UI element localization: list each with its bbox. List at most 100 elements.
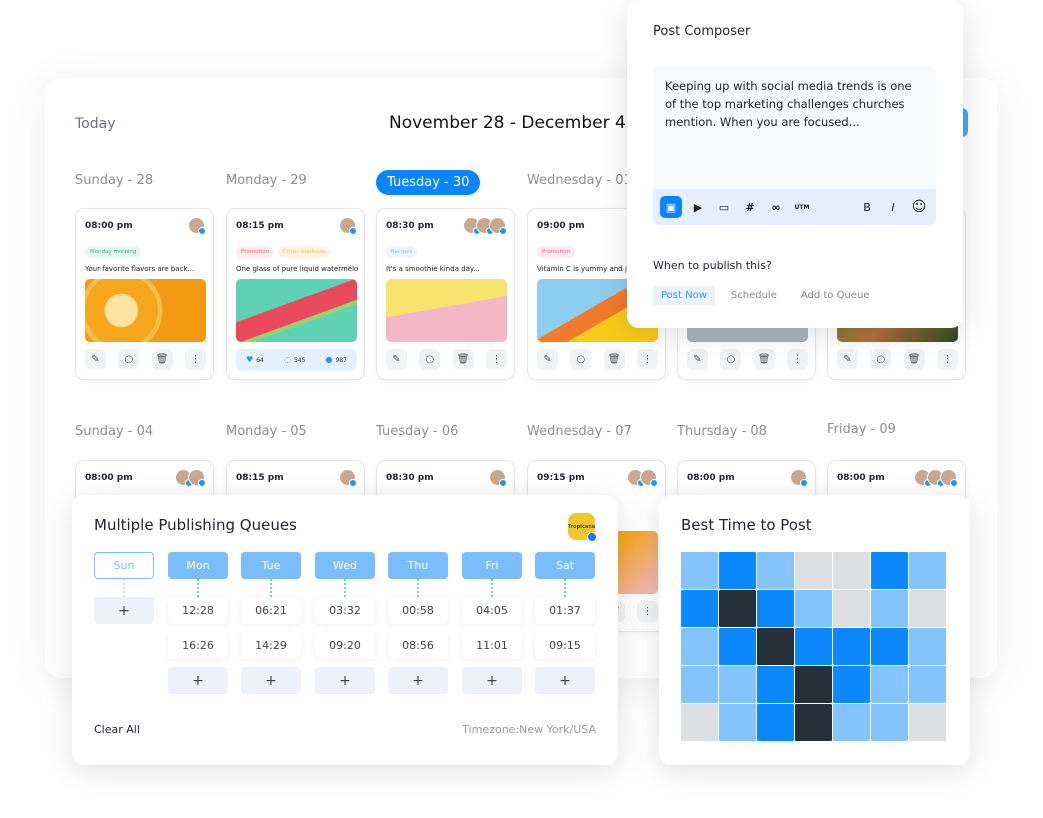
heatmap-cell[interactable] bbox=[681, 704, 718, 741]
heatmap-cell[interactable] bbox=[757, 666, 794, 703]
heatmap-cell[interactable] bbox=[909, 590, 946, 627]
queue-time-slot[interactable]: 16:26 bbox=[168, 632, 228, 659]
day-toggle[interactable]: Fri bbox=[462, 552, 522, 579]
queue-time-slot[interactable]: 11:01 bbox=[462, 632, 522, 659]
post-card[interactable]: 08:30 pm Recipes It's a smoothie kinda day… bbox=[376, 208, 515, 380]
heatmap-cell[interactable] bbox=[757, 590, 794, 627]
image-add-icon[interactable]: ▣ bbox=[660, 196, 682, 218]
hashtag-icon[interactable]: # bbox=[745, 200, 755, 214]
add-time-button[interactable]: + bbox=[315, 667, 375, 694]
heatmap-cell[interactable] bbox=[719, 552, 756, 589]
day-header[interactable]: Monday - 29 bbox=[226, 173, 307, 188]
comment-icon[interactable]: ○ bbox=[570, 349, 592, 370]
heatmap-cell[interactable] bbox=[871, 552, 908, 589]
heatmap-cell[interactable] bbox=[833, 590, 870, 627]
add-time-button[interactable]: + bbox=[168, 667, 228, 694]
comment-icon[interactable]: ○ bbox=[870, 349, 892, 370]
heatmap-cell[interactable] bbox=[795, 552, 832, 589]
italic-button[interactable]: I bbox=[891, 200, 895, 214]
post-now-option[interactable]: Post Now bbox=[653, 286, 715, 305]
heatmap-cell[interactable] bbox=[757, 628, 794, 665]
add-time-button[interactable]: + bbox=[94, 597, 154, 624]
trash-icon[interactable]: 🗑 bbox=[603, 349, 625, 370]
edit-icon[interactable]: ✎ bbox=[687, 349, 708, 370]
heatmap-cell[interactable] bbox=[795, 666, 832, 703]
heatmap-cell[interactable] bbox=[681, 590, 718, 627]
add-time-button[interactable]: + bbox=[241, 667, 301, 694]
heatmap-cell[interactable] bbox=[719, 628, 756, 665]
heatmap-cell[interactable] bbox=[757, 552, 794, 589]
queue-time-slot[interactable]: 00:58 bbox=[388, 597, 448, 624]
heatmap-cell[interactable] bbox=[795, 704, 832, 741]
trash-icon[interactable]: 🗑 bbox=[151, 349, 173, 370]
add-time-button[interactable]: + bbox=[388, 667, 448, 694]
day-toggle[interactable]: Sat bbox=[535, 552, 595, 579]
heatmap-cell[interactable] bbox=[681, 552, 718, 589]
queue-time-slot[interactable]: 14:29 bbox=[241, 632, 301, 659]
day-header[interactable]: Sunday - 28 bbox=[75, 173, 154, 188]
today-button[interactable]: Today bbox=[75, 116, 116, 132]
queue-time-slot[interactable]: 03:32 bbox=[315, 597, 375, 624]
heatmap-cell[interactable] bbox=[719, 704, 756, 741]
heatmap-cell[interactable] bbox=[871, 590, 908, 627]
day-toggle[interactable]: Mon bbox=[168, 552, 228, 579]
trash-icon[interactable]: 🗑 bbox=[753, 349, 775, 370]
heatmap-cell[interactable] bbox=[833, 704, 870, 741]
comment-icon[interactable]: ○ bbox=[419, 349, 441, 370]
utm-button[interactable]: UTM bbox=[794, 203, 810, 211]
trash-icon[interactable]: 🗑 bbox=[903, 349, 925, 370]
queue-time-slot[interactable]: 08:56 bbox=[388, 632, 448, 659]
day-toggle[interactable]: Tue bbox=[241, 552, 301, 579]
heatmap-cell[interactable] bbox=[757, 704, 794, 741]
day-toggle[interactable]: Thu bbox=[388, 552, 448, 579]
queue-time-slot[interactable]: 01:37 bbox=[535, 597, 595, 624]
edit-icon[interactable]: ✎ bbox=[837, 349, 858, 370]
heatmap-cell[interactable] bbox=[833, 666, 870, 703]
heatmap-cell[interactable] bbox=[909, 704, 946, 741]
edit-icon[interactable]: ✎ bbox=[85, 349, 106, 370]
bold-button[interactable]: B bbox=[863, 200, 871, 214]
post-text-input[interactable]: Keeping up with social media trends is o… bbox=[653, 66, 936, 225]
more-icon[interactable]: ⋮ bbox=[485, 349, 507, 370]
emoji-icon[interactable]: ☺ bbox=[911, 199, 927, 215]
more-icon[interactable]: ⋮ bbox=[936, 349, 958, 370]
heatmap-cell[interactable] bbox=[909, 628, 946, 665]
add-to-queue-option[interactable]: Add to Queue bbox=[800, 290, 870, 301]
folder-icon[interactable]: ▭ bbox=[718, 200, 730, 214]
edit-icon[interactable]: ✎ bbox=[537, 349, 558, 370]
comment-icon[interactable]: ○ bbox=[118, 349, 140, 370]
post-card[interactable]: 08:15 pm Promotion Citrus madness One glass… bbox=[226, 208, 365, 380]
heatmap-cell[interactable] bbox=[871, 666, 908, 703]
clear-all-button[interactable]: Clear All bbox=[94, 723, 140, 736]
more-icon[interactable]: ⋮ bbox=[636, 349, 658, 370]
heatmap-cell[interactable] bbox=[719, 590, 756, 627]
queue-time-slot[interactable]: 06:21 bbox=[241, 597, 301, 624]
heatmap-cell[interactable] bbox=[719, 666, 756, 703]
heatmap-cell[interactable] bbox=[909, 666, 946, 703]
heatmap-cell[interactable] bbox=[909, 552, 946, 589]
more-icon[interactable]: ⋮ bbox=[786, 349, 808, 370]
heatmap-cell[interactable] bbox=[833, 628, 870, 665]
post-card[interactable]: 08:00 pm Monday morning Your favorite flav… bbox=[75, 208, 214, 380]
video-icon[interactable]: ▶ bbox=[693, 200, 703, 214]
heatmap-cell[interactable] bbox=[681, 666, 718, 703]
more-icon[interactable]: ⋮ bbox=[636, 601, 658, 622]
queue-time-slot[interactable]: 04:05 bbox=[462, 597, 522, 624]
queue-time-slot[interactable]: 09:15 bbox=[535, 632, 595, 659]
day-header[interactable]: Monday - 05 bbox=[226, 424, 307, 439]
schedule-option[interactable]: Schedule bbox=[730, 290, 777, 301]
comment-icon[interactable]: ○ bbox=[720, 349, 742, 370]
day-header[interactable]: Tuesday - 30 bbox=[376, 170, 481, 195]
day-header[interactable]: Wednesday - 01 bbox=[527, 173, 632, 188]
heatmap-cell[interactable] bbox=[871, 628, 908, 665]
trash-icon[interactable]: 🗑 bbox=[452, 349, 474, 370]
edit-icon[interactable]: ✎ bbox=[386, 349, 407, 370]
heatmap-cell[interactable] bbox=[795, 628, 832, 665]
day-toggle[interactable]: Sun bbox=[94, 552, 154, 579]
queue-time-slot[interactable]: 09:20 bbox=[315, 632, 375, 659]
day-header[interactable]: Thursday - 08 bbox=[677, 424, 767, 439]
link-icon[interactable]: ∞ bbox=[771, 200, 781, 214]
heatmap-cell[interactable] bbox=[681, 628, 718, 665]
day-header[interactable]: Sunday - 04 bbox=[75, 424, 154, 439]
day-header[interactable]: Tuesday - 06 bbox=[376, 424, 459, 439]
